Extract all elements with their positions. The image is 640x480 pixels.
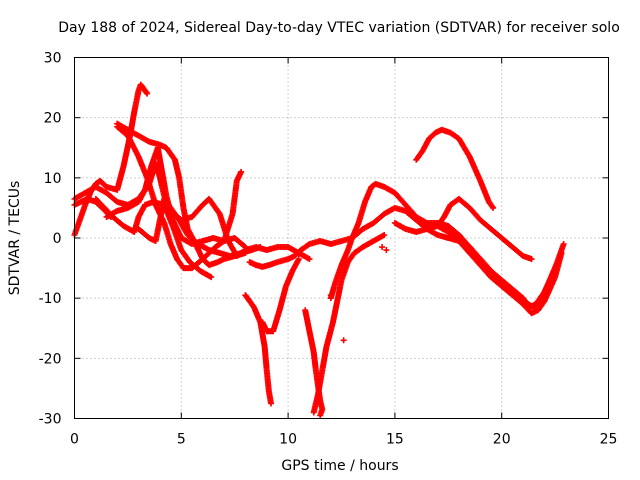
x-tick-label: 0 [70,432,79,448]
data-point [552,265,559,272]
data-point [306,256,313,263]
data-point [241,243,248,250]
x-tick-label: 20 [493,432,511,448]
x-axis-label: GPS time / hours [281,458,398,474]
axis-ticks: 0 5 10 15 20 25 -30 -20 -10 0 10 20 30 [39,51,618,448]
data-point [560,241,567,248]
data-point [379,244,386,251]
y-tick-label: -10 [39,291,62,307]
data-point [107,213,114,220]
x-tick-label: 10 [279,432,297,448]
y-tick-label: 10 [44,171,62,187]
data-point [208,274,215,281]
data-point [381,231,388,238]
chart-title: Day 188 of 2024, Sidereal Day-to-day VTE… [58,20,620,36]
data-point [144,90,151,97]
data-point [340,337,347,344]
data-point [528,256,535,263]
y-axis-label: SDTVAR / TECUs [7,181,23,296]
data-point [295,256,302,263]
y-tick-label: 20 [44,111,62,127]
x-tick-label: 5 [177,432,186,448]
data-marks [71,81,567,419]
data-point [268,400,275,407]
data-point [327,292,334,299]
x-tick-label: 15 [386,432,404,448]
y-tick-label: -20 [39,351,62,367]
data-point [106,212,113,219]
x-tick-label: 25 [600,432,618,448]
y-tick-label: 0 [53,231,62,247]
data-point [383,247,390,254]
data-point [317,412,324,419]
data-point [238,168,245,175]
y-tick-label: -30 [39,412,62,428]
data-point [490,204,497,211]
y-tick-label: 30 [44,51,62,67]
data-point [257,244,264,251]
